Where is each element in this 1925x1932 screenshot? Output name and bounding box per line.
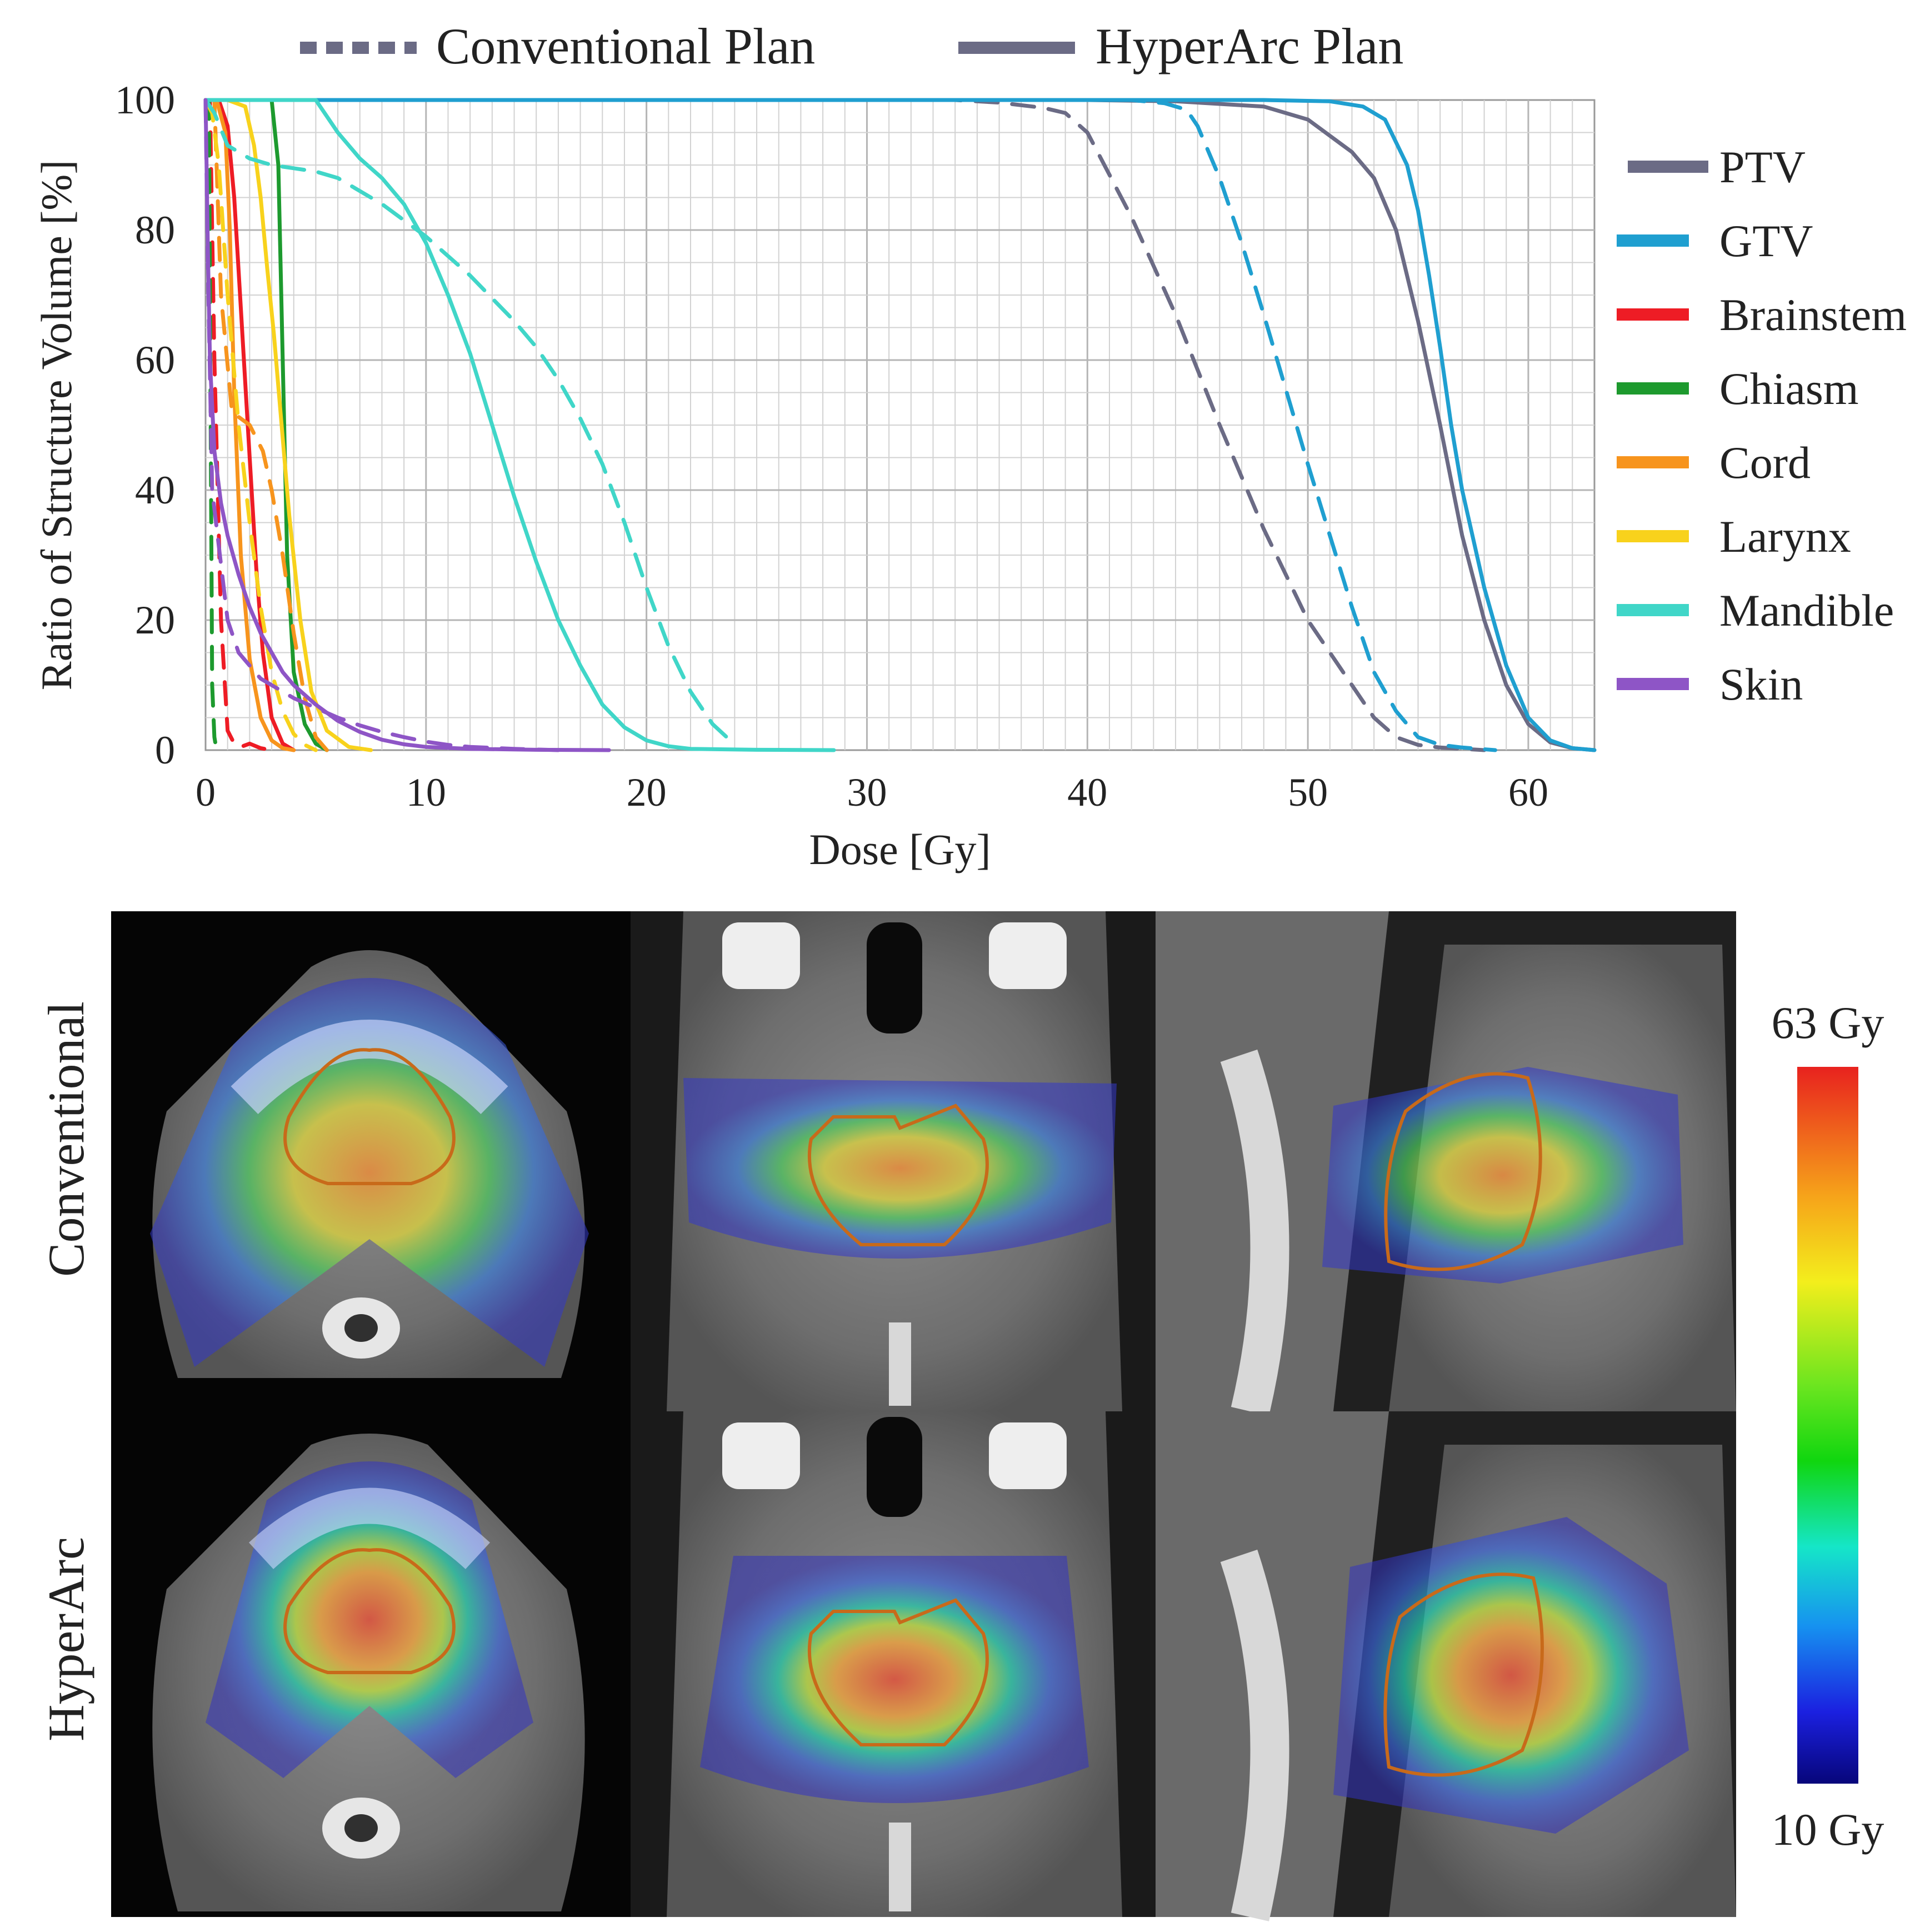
y-tick-label: 60 (135, 338, 175, 382)
dvh-line-mandible-hyperarc (203, 98, 836, 752)
colorbar-min-label: 10 Gy (1772, 1804, 1884, 1855)
x-tick-label: 50 (1288, 770, 1328, 815)
legend-label-larynx: Larynx (1719, 511, 1851, 562)
dvh-line-cord-hyperarc (203, 98, 296, 752)
x-axis-label: Dose [Gy] (809, 825, 991, 873)
chart-series (203, 98, 1597, 752)
y-tick-label: 40 (135, 468, 175, 512)
dvh-line-larynx-hyperarc (203, 98, 373, 752)
structure-legend: PTV GTV Brainstem Chiasm Cord Larynx Man… (1617, 142, 1907, 710)
legend-label-ptv: PTV (1719, 142, 1806, 192)
y-tick-labels: 0 20 40 60 80 100 (115, 78, 175, 772)
dvh-line-skin-conventional (203, 98, 561, 752)
x-tick-label: 40 (1067, 770, 1107, 815)
x-tick-label: 10 (406, 770, 446, 815)
conventional-axial-panel (111, 911, 631, 1411)
y-tick-label: 0 (155, 728, 175, 772)
colorbar-max-label: 63 Gy (1772, 997, 1884, 1048)
legend-label-brainstem: Brainstem (1719, 289, 1907, 340)
dvh-line-ptv-conventional (203, 98, 1487, 752)
hyperarc-coronal-panel (631, 1411, 1156, 1917)
dvh-line-mandible-conventional (203, 98, 732, 742)
dvh-line-brainstem-hyperarc (203, 98, 296, 752)
dvh-line-brainstem-conventional (203, 98, 274, 752)
y-tick-label: 80 (135, 208, 175, 252)
dvh-line-ptv-hyperarc (203, 98, 1597, 752)
hyperarc-axial-panel (111, 1411, 631, 1917)
conventional-plan-legend-label: Conventional Plan (436, 18, 815, 74)
dvh-line-chiasm-hyperarc (203, 98, 329, 752)
dvh-line-gtv-hyperarc (203, 98, 1597, 752)
legend-label-gtv: GTV (1719, 216, 1813, 266)
x-tick-label: 20 (627, 770, 667, 815)
y-tick-label: 20 (135, 598, 175, 642)
legend-label-cord: Cord (1719, 437, 1811, 488)
x-tick-labels: 0 10 20 30 40 50 60 (196, 770, 1548, 815)
x-tick-label: 30 (847, 770, 887, 815)
plan-legend: Conventional Plan HyperArc Plan (300, 18, 1403, 74)
dvh-line-larynx-conventional (203, 98, 318, 752)
colorbar-gradient (1797, 1067, 1858, 1784)
colorbar: 63 Gy 10 Gy (1772, 997, 1884, 1855)
hyperarc-sagittal-panel (1156, 1411, 1736, 1921)
x-tick-label: 60 (1508, 770, 1548, 815)
y-tick-label: 100 (115, 78, 175, 122)
chart-grid (206, 100, 1594, 750)
row-label-conventional: Conventional (38, 1001, 94, 1277)
row-label-hyperarc: HyperArc (38, 1537, 94, 1741)
conventional-coronal-panel (631, 911, 1156, 1411)
dvh-line-skin-hyperarc (203, 98, 611, 752)
legend-label-mandible: Mandible (1719, 585, 1894, 636)
legend-label-chiasm: Chiasm (1719, 363, 1859, 414)
dose-maps: Conventional HyperArc (38, 911, 1884, 1921)
hyperarc-plan-legend-label: HyperArc Plan (1096, 18, 1403, 74)
dvh-chart: Conventional Plan HyperArc Plan 0 10 20 30 4… (32, 18, 1907, 873)
legend-label-skin: Skin (1719, 659, 1803, 710)
y-axis-label: Ratio of Structure Volume [%] (32, 160, 81, 691)
conventional-sagittal-panel (1156, 911, 1736, 1416)
dvh-line-gtv-conventional (203, 98, 1497, 752)
x-tick-label: 0 (196, 770, 216, 815)
